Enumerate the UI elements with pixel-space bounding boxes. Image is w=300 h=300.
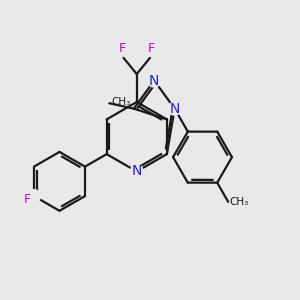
Text: N: N — [149, 74, 159, 88]
Circle shape — [169, 103, 180, 114]
Circle shape — [130, 165, 143, 178]
Circle shape — [148, 74, 161, 87]
Text: F: F — [118, 43, 126, 56]
Circle shape — [28, 190, 40, 202]
Text: F: F — [148, 43, 155, 56]
Text: CH₃: CH₃ — [230, 197, 249, 207]
Text: N: N — [132, 164, 142, 178]
Text: CH₃: CH₃ — [112, 97, 131, 107]
Circle shape — [168, 102, 181, 115]
Text: N: N — [169, 102, 180, 116]
Text: F: F — [24, 193, 31, 206]
